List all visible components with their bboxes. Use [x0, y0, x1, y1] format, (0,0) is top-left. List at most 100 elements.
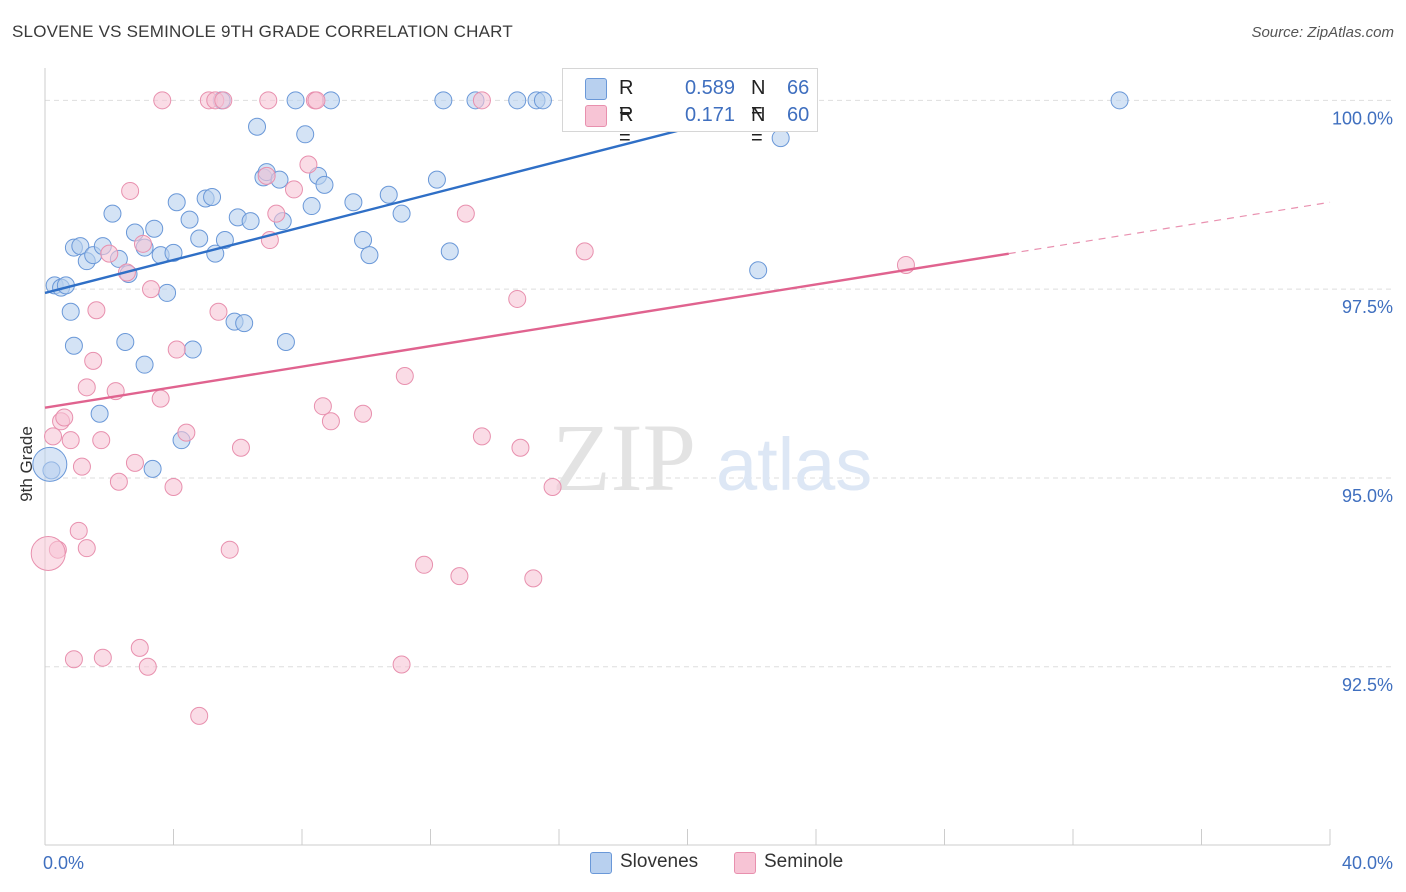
- seminole-point: [61, 431, 80, 450]
- slovenes-point: [360, 246, 379, 265]
- slovenes-point: [235, 314, 254, 333]
- seminole-point: [77, 378, 96, 397]
- slovenes-legend-label: Slovenes: [620, 851, 699, 872]
- slovenes-large-point: [32, 446, 68, 482]
- seminole-point: [69, 521, 88, 540]
- slovenes-point: [164, 243, 183, 262]
- slovenes-point: [71, 237, 90, 256]
- slovenes-n-value: 66: [787, 77, 810, 99]
- slovenes-point: [215, 231, 234, 250]
- seminole-point: [284, 180, 303, 199]
- slovenes-point: [440, 242, 459, 261]
- seminole-point: [472, 91, 491, 110]
- slovenes-point: [771, 129, 790, 148]
- seminole-point: [77, 539, 96, 558]
- seminole-point: [93, 648, 112, 667]
- seminole-point: [259, 91, 278, 110]
- seminole-point: [87, 301, 106, 320]
- seminole-trend-extension: [1008, 201, 1331, 255]
- seminole-point: [109, 472, 128, 491]
- watermark-atlas: atlas: [716, 423, 872, 506]
- slovenes-point: [64, 336, 83, 355]
- r-label: R =: [619, 77, 634, 122]
- y-tick-label: 92.5%: [1342, 675, 1393, 695]
- slovenes-swatch: [585, 78, 607, 100]
- n-label: N =: [751, 77, 766, 122]
- slovenes-legend-swatch: [590, 852, 612, 874]
- slovenes-point: [61, 302, 80, 321]
- seminole-point: [64, 650, 83, 669]
- slovenes-point: [427, 170, 446, 189]
- seminole-trend-line: [44, 252, 1009, 409]
- grid-layer: [45, 99, 1392, 668]
- y-axis-label: 9th Grade: [17, 426, 36, 502]
- slovenes-point: [103, 204, 122, 223]
- seminole-point: [321, 412, 340, 431]
- slovenes-point: [315, 175, 334, 194]
- seminole-point: [415, 555, 434, 574]
- slovenes-point: [248, 117, 267, 136]
- seminole-legend-swatch: [734, 852, 756, 874]
- slovenes-point: [434, 91, 453, 110]
- slovenes-point: [533, 91, 552, 110]
- seminole-point: [395, 366, 414, 385]
- seminole-point: [55, 408, 74, 427]
- slovenes-point: [1110, 91, 1129, 110]
- slovenes-point: [241, 212, 260, 231]
- seminole-point: [138, 657, 157, 676]
- seminole-point: [313, 397, 332, 416]
- seminole-r-value: 0.171: [684, 104, 735, 126]
- points-layer: [30, 91, 1129, 725]
- slovenes-point: [286, 91, 305, 110]
- y-tick-label: 97.5%: [1342, 297, 1393, 317]
- seminole-n-value: 60: [787, 104, 810, 126]
- slovenes-point: [190, 229, 209, 248]
- seminole-point: [392, 655, 411, 674]
- seminole-point: [543, 478, 562, 497]
- seminole-point: [299, 155, 318, 174]
- slovenes-point: [392, 204, 411, 223]
- y-tick-label: 100.0%: [1332, 108, 1393, 128]
- seminole-point: [164, 478, 183, 497]
- slovenes-r-value: 0.589: [684, 77, 735, 99]
- seminole-swatch: [585, 105, 607, 127]
- seminole-point: [190, 706, 209, 725]
- seminole-point: [167, 340, 186, 359]
- slovenes-point: [344, 193, 363, 212]
- seminole-point: [575, 242, 594, 261]
- seminole-point: [84, 351, 103, 370]
- seminole-point: [511, 438, 530, 457]
- seminole-point: [524, 569, 543, 588]
- y-tick-label: 95.0%: [1342, 486, 1393, 506]
- seminole-point: [177, 423, 196, 442]
- slovenes-point: [354, 231, 373, 250]
- slovenes-point: [158, 283, 177, 302]
- tick-labels: 100.0% 97.5% 95.0% 92.5% 0.0% 40.0%: [43, 108, 1393, 873]
- slovenes-point: [145, 219, 164, 238]
- seminole-point: [209, 302, 228, 321]
- slovenes-point: [183, 340, 202, 359]
- source-label: Source: ZipAtlas.com: [1251, 24, 1394, 41]
- watermark-zip: ZIP: [552, 404, 696, 511]
- slovenes-point: [143, 459, 162, 478]
- x-tick-label: 40.0%: [1342, 853, 1393, 873]
- slovenes-point: [508, 91, 527, 110]
- slovenes-point: [90, 404, 109, 423]
- stats-legend: R = 0.589 N = 66 R = 0.171 N = 60: [562, 68, 818, 149]
- seminole-point: [257, 166, 276, 185]
- seminole-point: [133, 234, 152, 253]
- slovenes-point: [180, 210, 199, 229]
- slovenes-point: [296, 125, 315, 144]
- seminole-point: [214, 91, 233, 110]
- r-label: R =: [619, 104, 634, 149]
- seminole-point: [267, 204, 286, 223]
- seminole-point: [92, 431, 111, 450]
- seminole-point: [130, 638, 149, 657]
- slovenes-trend-line: [44, 99, 798, 295]
- seminole-point: [151, 389, 170, 408]
- seminole-point: [231, 438, 250, 457]
- seminole-point: [72, 457, 91, 476]
- seminole-point: [456, 204, 475, 223]
- slovenes-point: [379, 185, 398, 204]
